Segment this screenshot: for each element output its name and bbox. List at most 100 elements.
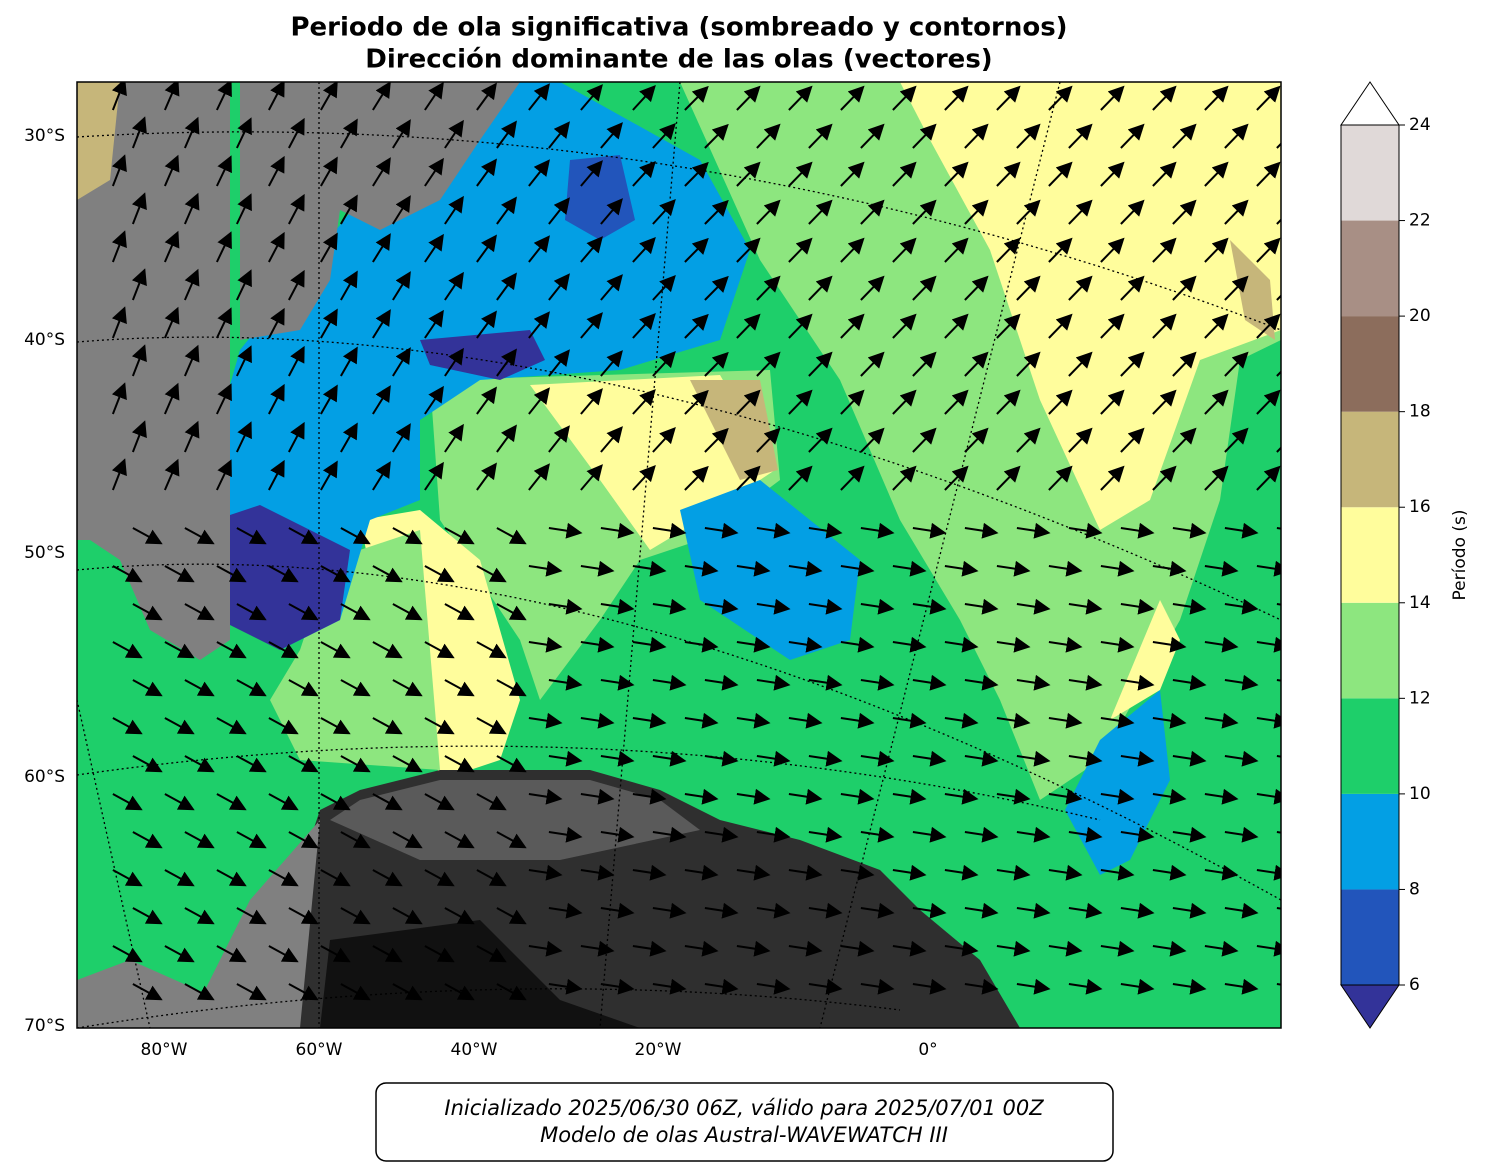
wave-vector — [392, 679, 423, 697]
caption-box — [375, 1082, 1114, 1162]
wave-vector — [112, 945, 143, 963]
wave-vector — [944, 788, 979, 805]
wave-vector — [996, 85, 1021, 111]
wave-vector — [860, 199, 885, 225]
wave-vector — [1048, 161, 1073, 187]
wave-vector — [964, 978, 999, 995]
wave-vector — [892, 85, 917, 111]
wave-vector — [424, 385, 444, 415]
wave-vector — [704, 522, 739, 539]
wave-vector — [235, 345, 252, 377]
wave-vector — [912, 427, 937, 453]
wave-vector — [736, 712, 771, 729]
wave-vector — [1224, 123, 1249, 149]
wave-vector — [1016, 427, 1041, 453]
wave-vector — [424, 157, 444, 187]
wave-vector — [632, 560, 667, 577]
title-line: Dirección dominante de las olas (vectore… — [365, 45, 992, 75]
wave-vector — [164, 793, 195, 811]
wave-vector — [736, 864, 771, 881]
wave-vector — [808, 674, 843, 691]
wave-vector — [652, 122, 676, 149]
colorbar-tick-label: 16 — [1409, 497, 1431, 517]
wave-vector — [548, 674, 583, 691]
wave-vector — [1048, 313, 1073, 339]
wave-vector — [964, 750, 999, 767]
wave-vector — [652, 198, 676, 225]
wave-vector — [600, 598, 635, 615]
wave-vector — [788, 636, 823, 653]
wave-vector — [860, 123, 885, 149]
wave-vector — [808, 750, 843, 767]
wave-vector — [548, 826, 583, 843]
wave-vector — [1256, 161, 1281, 187]
wave-vector — [684, 465, 709, 491]
wave-vector — [528, 940, 563, 957]
wave-vector — [860, 750, 895, 767]
wave-vector — [1256, 864, 1281, 881]
wave-vector — [652, 750, 687, 767]
wave-vector — [684, 560, 719, 577]
wave-vector — [476, 310, 497, 339]
wave-vector — [1048, 864, 1083, 881]
wave-vector — [892, 313, 917, 339]
wave-vector — [704, 674, 739, 691]
wave-vector — [912, 674, 947, 691]
wave-vector — [1068, 674, 1103, 691]
wave-vector — [944, 389, 969, 415]
wave-vector — [1152, 465, 1177, 491]
wave-vector — [944, 237, 969, 263]
wave-vector — [1204, 161, 1229, 187]
wave-vector — [684, 788, 719, 805]
wave-vector — [1016, 275, 1041, 301]
wave-vector — [892, 940, 927, 957]
wave-vector — [215, 459, 232, 491]
wave-vector — [788, 313, 813, 339]
lat-labels: 30°S 40°S 50°S 60°S 70°S — [24, 126, 65, 1036]
lon-label: 0° — [918, 1040, 937, 1060]
wave-vector — [944, 560, 979, 577]
wave-vector — [1204, 712, 1239, 729]
wave-vector — [496, 272, 517, 301]
wave-vector — [372, 82, 391, 111]
wave-vector — [476, 641, 507, 659]
wave-vector — [320, 641, 351, 659]
wave-vector — [632, 864, 667, 881]
wave-vector — [860, 902, 895, 919]
wave-vector — [788, 237, 813, 263]
wave-vector — [340, 831, 371, 849]
wave-vector — [496, 603, 527, 621]
wave-vector — [1100, 712, 1135, 729]
wave-vector — [548, 902, 583, 919]
wave-vector — [964, 427, 989, 453]
wave-vector — [496, 120, 517, 149]
wave-vector — [112, 869, 143, 887]
wave-vector — [756, 351, 781, 377]
wave-vector — [756, 199, 781, 225]
wave-vector — [1152, 788, 1187, 805]
wave-vector — [236, 679, 267, 697]
wave-vector — [340, 270, 358, 301]
wave-vector — [912, 598, 947, 615]
wave-vector — [912, 826, 947, 843]
wave-vector — [215, 82, 232, 111]
wave-vector — [788, 465, 813, 491]
wave-vector — [1016, 750, 1051, 767]
wave-vector — [548, 349, 570, 377]
colorbar-tick-label: 12 — [1409, 688, 1431, 708]
wave-vector — [860, 978, 895, 995]
wave-vector — [392, 195, 411, 225]
wave-vector — [808, 123, 833, 149]
wave-vector — [528, 560, 563, 577]
wave-vector — [1224, 902, 1259, 919]
wave-vector — [600, 274, 623, 301]
wave-vector — [756, 522, 791, 539]
wave-vector — [632, 940, 667, 957]
wave-vector — [944, 712, 979, 729]
wave-vector — [808, 902, 843, 919]
wave-vector — [964, 902, 999, 919]
wave-vector — [580, 160, 603, 187]
wave-vector — [1172, 275, 1197, 301]
wave-vector — [340, 527, 371, 545]
wave-vector — [215, 155, 232, 187]
